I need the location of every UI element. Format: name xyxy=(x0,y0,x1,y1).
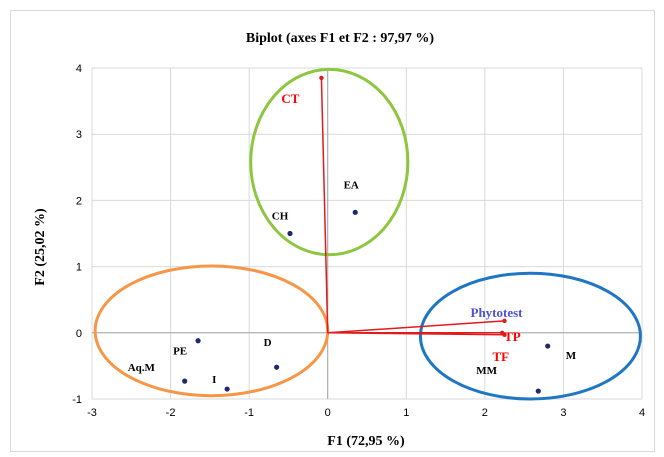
observation-point-ea xyxy=(352,209,358,215)
y-axis-title: F2 (25,02 %) xyxy=(33,208,48,286)
observation-point-i xyxy=(224,386,230,392)
x-tick-label: -1 xyxy=(244,407,254,419)
x-tick-label: -3 xyxy=(87,407,97,419)
y-tick-label: 2 xyxy=(76,195,82,207)
group-ellipse-3 xyxy=(418,271,642,401)
vector-tf xyxy=(327,332,505,336)
vector-phytotest xyxy=(327,320,505,334)
y-tick-label: 0 xyxy=(76,328,82,340)
observation-point-pe xyxy=(195,338,201,344)
observation-label-aqm: Aq.M xyxy=(128,362,156,374)
x-tick-label: 1 xyxy=(403,407,409,419)
group-ellipse-1 xyxy=(249,67,410,257)
x-tick-label: 3 xyxy=(560,407,566,419)
observation-label-pe: PE xyxy=(173,346,187,358)
variable-label-phytotest: Phytotest xyxy=(471,305,524,320)
biplot-chart: Biplot (axes F1 et F2 : 97,97 %) CT Phyto… xyxy=(33,31,645,449)
observation-points xyxy=(182,209,551,394)
x-tick-label: 0 xyxy=(325,407,331,419)
observation-label-mm: MM xyxy=(476,365,497,377)
chart-figure: Biplot (axes F1 et F2 : 97,97 %) CT Phyto… xyxy=(10,10,655,452)
observation-point-aqm xyxy=(182,378,188,384)
variable-label-tp: TP xyxy=(504,329,521,344)
vector-ct xyxy=(320,77,329,333)
y-tick-label: 3 xyxy=(76,129,82,141)
y-tick-label: 1 xyxy=(76,262,82,274)
vector-tip-phytotest xyxy=(502,318,507,324)
y-tick-label: -1 xyxy=(72,394,82,406)
tick-labels: -3 -2 -1 0 1 2 3 4 -1 0 1 2 3 4 xyxy=(72,63,645,419)
vector-tip-tf xyxy=(502,332,507,337)
observation-point-mm xyxy=(535,388,541,394)
variable-label-ct: CT xyxy=(281,91,299,106)
observation-point-d xyxy=(274,364,280,370)
y-tick-label: 4 xyxy=(76,63,82,75)
observation-label-m: M xyxy=(566,350,577,362)
variable-label-tf: TF xyxy=(493,349,510,364)
observation-label-ea: EA xyxy=(344,179,359,191)
vector-tip-ct xyxy=(319,75,324,81)
variable-vectors xyxy=(319,75,507,337)
observation-point-ch xyxy=(287,230,293,237)
observation-label-i: I xyxy=(212,374,216,386)
chart-title: Biplot (axes F1 et F2 : 97,97 %) xyxy=(246,31,435,46)
x-tick-label: 4 xyxy=(639,407,645,419)
x-tick-label: -2 xyxy=(166,407,176,419)
observation-label-ch: CH xyxy=(272,211,289,223)
x-tick-label: 2 xyxy=(482,407,488,419)
x-axis-title: F1 (72,95 %) xyxy=(327,434,405,449)
observation-label-d: D xyxy=(264,337,272,349)
observation-point-m xyxy=(545,343,551,349)
